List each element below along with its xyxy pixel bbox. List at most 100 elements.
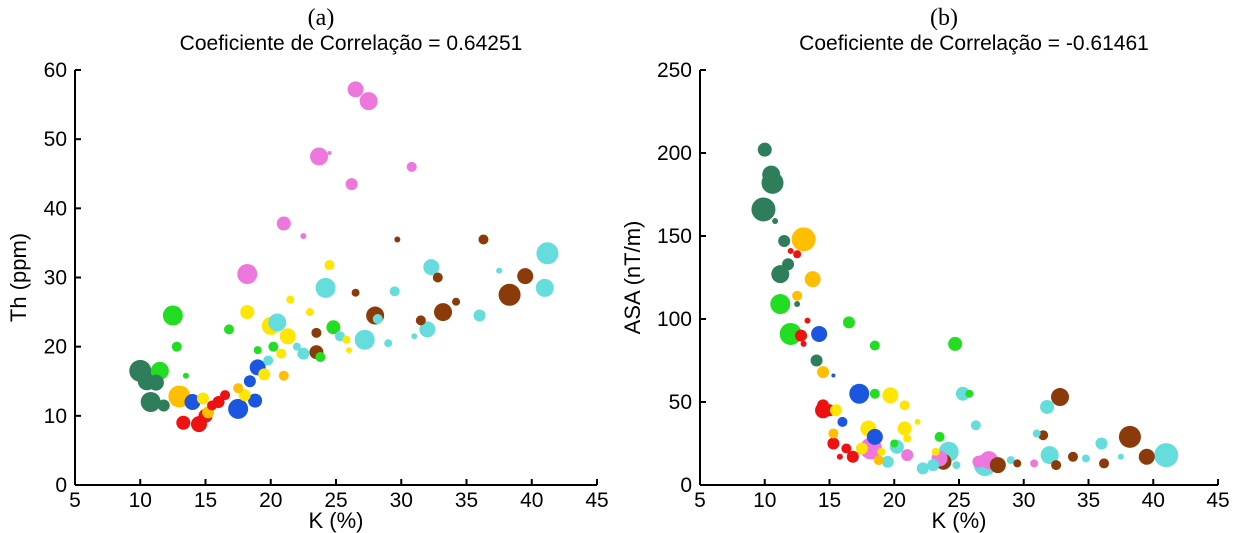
data-point <box>238 389 251 402</box>
data-point <box>310 147 329 166</box>
data-point <box>233 383 244 394</box>
data-point <box>452 297 461 306</box>
data-point <box>1154 443 1179 468</box>
data-point <box>1006 456 1015 465</box>
data-point <box>972 455 985 468</box>
data-point <box>837 416 848 427</box>
data-point <box>184 394 201 410</box>
data-point <box>311 327 322 338</box>
x-tick-label: 30 <box>1012 489 1035 512</box>
chart-title: Coeficiente de Correlação = 0.64251 <box>180 32 523 55</box>
data-point <box>934 431 945 442</box>
data-point <box>347 81 364 98</box>
data-point <box>305 308 314 317</box>
data-point <box>842 316 855 329</box>
data-point <box>841 443 852 454</box>
data-point <box>1030 459 1039 468</box>
data-point <box>882 387 899 404</box>
y-tick-label: 200 <box>657 142 692 165</box>
data-point <box>828 428 839 439</box>
data-point <box>240 305 255 320</box>
data-point <box>771 265 790 284</box>
data-point <box>473 309 486 322</box>
data-point <box>1038 430 1049 441</box>
data-points <box>129 81 559 433</box>
data-point <box>248 393 263 408</box>
data-point <box>182 372 189 379</box>
y-tick-label: 100 <box>657 308 692 331</box>
data-point <box>406 161 417 172</box>
data-point <box>411 333 418 340</box>
y-tick-label: 150 <box>657 225 692 248</box>
x-tick-label: 5 <box>694 489 706 512</box>
data-point <box>1095 437 1108 450</box>
x-axis-label: K (%) <box>932 508 987 533</box>
data-point <box>292 342 301 351</box>
data-point <box>931 447 940 456</box>
data-point <box>326 320 341 335</box>
data-point <box>897 421 912 436</box>
data-point <box>829 404 842 417</box>
data-point <box>517 268 534 285</box>
y-tick-label: 0 <box>55 474 67 497</box>
y-tick-label: 40 <box>44 197 67 220</box>
data-point <box>276 348 287 359</box>
x-tick-label: 30 <box>390 489 413 512</box>
data-point <box>782 258 795 271</box>
data-point <box>804 317 811 324</box>
data-point <box>795 329 808 342</box>
y-tick-label: 10 <box>44 405 67 428</box>
data-point <box>140 392 161 412</box>
x-tick-label: 15 <box>194 489 217 512</box>
data-point <box>384 339 393 348</box>
data-point <box>1051 388 1070 407</box>
data-point <box>315 277 336 298</box>
data-point <box>268 313 287 332</box>
data-point <box>278 370 289 381</box>
data-point <box>432 272 443 283</box>
data-point <box>877 447 886 456</box>
data-point <box>498 283 521 306</box>
x-tick-label: 20 <box>883 489 906 512</box>
data-point <box>757 142 772 157</box>
data-point <box>779 322 802 345</box>
data-point <box>334 331 345 342</box>
x-tick-label: 40 <box>1142 489 1165 512</box>
data-point <box>846 450 859 463</box>
data-point <box>536 242 559 265</box>
y-tick-label: 60 <box>44 59 67 82</box>
x-tick-label: 45 <box>1206 489 1229 512</box>
data-point <box>1099 458 1110 469</box>
data-point <box>415 315 426 326</box>
x-tick-label: 20 <box>259 489 282 512</box>
data-point <box>354 329 375 350</box>
data-point <box>223 324 234 335</box>
data-point <box>800 340 807 347</box>
chart-panel-a: (a)Coeficiente de Correlação = 0.64251 5 1… <box>6 5 609 533</box>
data-point <box>1067 451 1078 462</box>
data-point <box>778 234 791 247</box>
data-point <box>916 462 929 475</box>
panel-label: (b) <box>930 5 958 31</box>
y-axis-label: Th (ppm) <box>6 233 31 322</box>
data-point <box>423 259 440 276</box>
data-point <box>535 278 554 297</box>
panel-label: (a) <box>308 5 335 31</box>
data-point <box>1013 459 1022 468</box>
data-point <box>866 428 883 445</box>
data-point <box>1051 460 1062 471</box>
data-point <box>1040 446 1059 465</box>
data-point <box>791 227 816 252</box>
data-point <box>989 457 1006 474</box>
data-point <box>927 459 940 472</box>
data-point <box>496 267 503 274</box>
data-point <box>372 314 383 324</box>
data-point <box>899 400 910 411</box>
x-tick-label: 35 <box>455 489 478 512</box>
data-point <box>207 400 218 411</box>
data-point <box>772 218 779 225</box>
data-point <box>342 335 351 344</box>
data-point <box>389 286 400 297</box>
x-tick-label: 40 <box>520 489 543 512</box>
data-point <box>196 392 209 405</box>
